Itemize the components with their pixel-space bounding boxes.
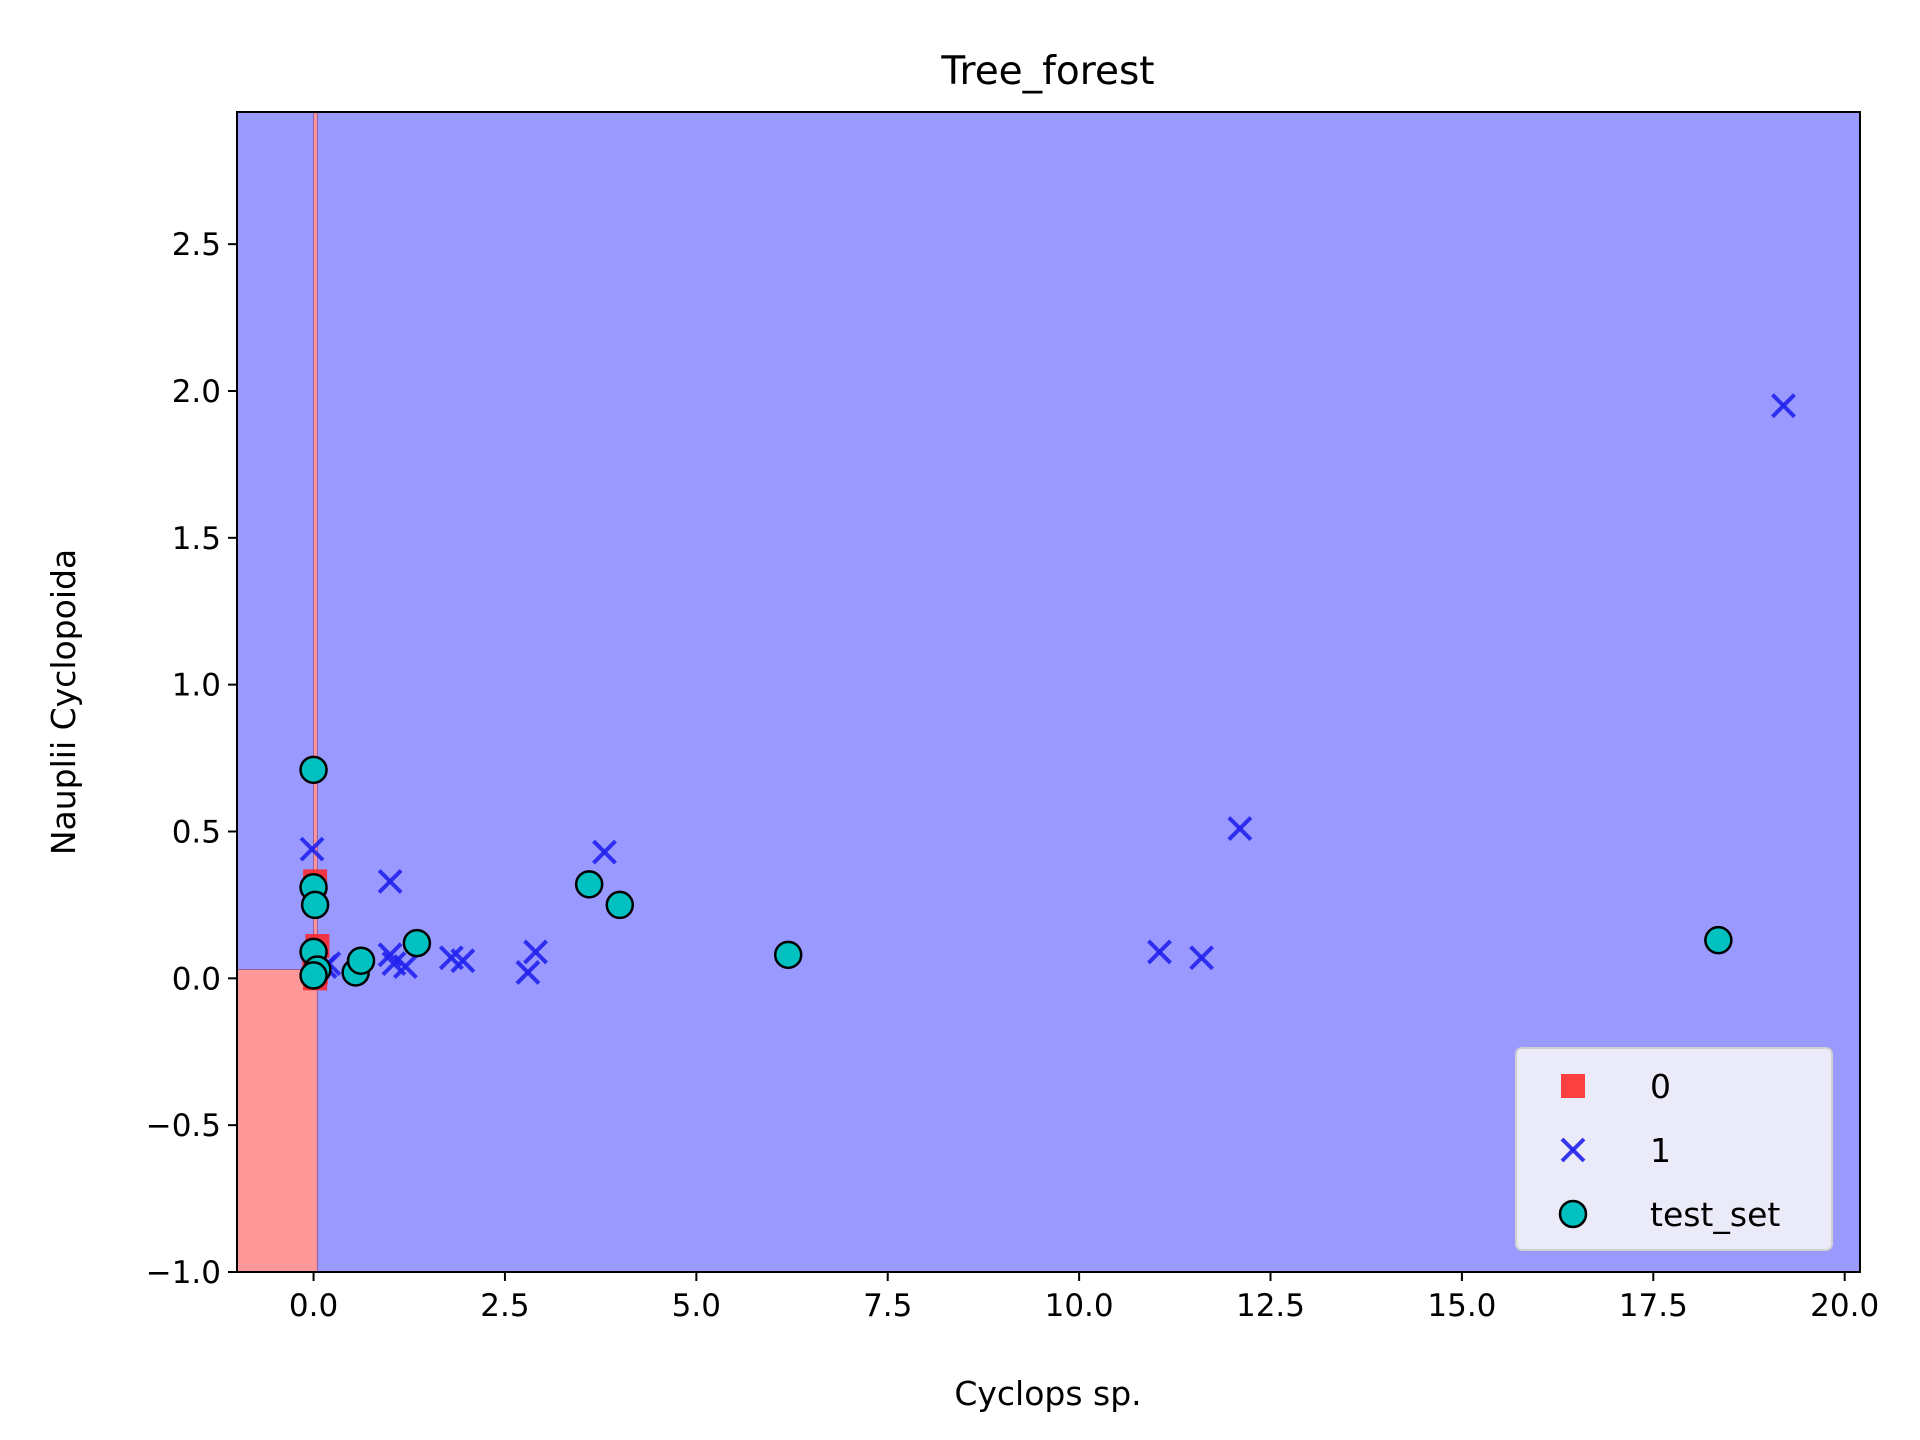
- point-test_set: [1704, 925, 1733, 955]
- point-test_set: [605, 890, 635, 920]
- y-tick-label: 2.0: [172, 374, 221, 410]
- point-1: [1771, 393, 1796, 419]
- legend-marker-0: [1561, 1074, 1585, 1098]
- point-1: [377, 869, 403, 894]
- y-axis-label: Nauplii Cyclopoida: [44, 549, 83, 855]
- legend-label: test_set: [1650, 1195, 1780, 1234]
- decision-region-class-0: [236, 969, 318, 1273]
- y-axis-ticks: −1.0 −0.5 0.0 0.5 1.0 1.5 2.0 2.5: [146, 227, 237, 1291]
- decision-regions: [236, 111, 1860, 1273]
- y-tick-label: −0.5: [146, 1108, 221, 1144]
- legend: 0 1 test_set: [1515, 1047, 1833, 1251]
- y-tick-label: 1.5: [172, 521, 221, 557]
- legend-entry: 0: [1561, 1067, 1671, 1106]
- point-1: [393, 954, 418, 979]
- point-1: [523, 939, 548, 965]
- chart-title: Tree_forest: [940, 49, 1154, 94]
- x-tick-label: 0.0: [289, 1288, 338, 1324]
- point-1: [1147, 939, 1172, 965]
- data-points: [299, 393, 1796, 991]
- y-tick-label: 1.0: [172, 668, 221, 704]
- point-1: [1189, 945, 1215, 971]
- x-tick-label: 20.0: [1810, 1288, 1879, 1324]
- point-1: [299, 836, 325, 862]
- y-tick-label: 2.5: [172, 227, 221, 263]
- plot-frame: [236, 111, 1861, 1273]
- point-test_set: [299, 961, 328, 990]
- point-1: [515, 960, 541, 985]
- y-tick-label: −1.0: [146, 1255, 221, 1291]
- point-test_set: [299, 755, 328, 785]
- x-tick-label: 7.5: [863, 1288, 912, 1324]
- decision-region-class-0: [313, 111, 318, 971]
- point-test_set: [346, 946, 376, 975]
- legend-marker-1: [1560, 1137, 1586, 1163]
- x-tick-label: 17.5: [1619, 1288, 1688, 1324]
- legend-marker-test_set: [1558, 1199, 1588, 1229]
- legend-label: 1: [1650, 1131, 1671, 1170]
- x-axis-label: Cyclops sp.: [954, 1374, 1141, 1413]
- x-axis-ticks: 0.0 2.5 5.0 7.5 10.0 12.5 15.0 17.5 20.0: [289, 1272, 1879, 1324]
- x-tick-label: 2.5: [480, 1288, 529, 1324]
- legend-entry: test_set: [1558, 1195, 1780, 1234]
- y-tick-label: 0.5: [172, 814, 221, 850]
- x-tick-label: 10.0: [1045, 1288, 1114, 1324]
- point-1: [592, 839, 617, 865]
- point-test_set: [773, 940, 803, 970]
- x-tick-label: 5.0: [672, 1288, 721, 1324]
- y-tick-label: 0.0: [172, 961, 221, 997]
- x-tick-label: 12.5: [1236, 1288, 1305, 1324]
- point-test_set: [300, 890, 330, 920]
- x-tick-label: 15.0: [1427, 1288, 1496, 1324]
- legend-label: 0: [1650, 1067, 1671, 1106]
- point-test_set: [574, 870, 604, 899]
- point-1: [1227, 816, 1253, 841]
- point-1: [450, 948, 476, 974]
- point-test_set: [402, 928, 432, 958]
- legend-box: [1515, 1047, 1833, 1251]
- legend-entry: 1: [1560, 1131, 1671, 1170]
